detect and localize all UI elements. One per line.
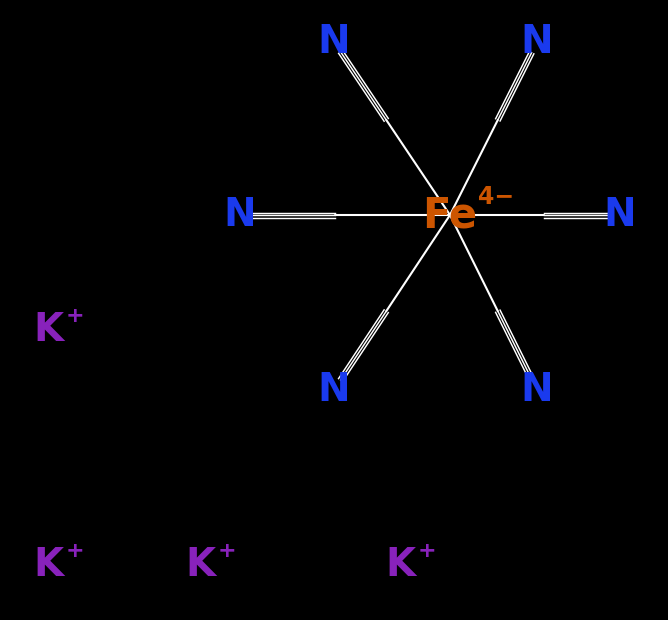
Text: K: K [385,546,415,584]
Text: +: + [66,541,85,561]
Text: +: + [66,306,85,326]
Text: N: N [520,23,553,61]
Text: +: + [218,541,236,561]
Text: Fe: Fe [422,194,478,236]
Text: N: N [604,196,637,234]
Text: N: N [318,371,350,409]
Text: +: + [418,541,437,561]
Text: N: N [318,23,350,61]
Text: N: N [520,371,553,409]
Text: K: K [33,311,63,349]
Text: K: K [185,546,215,584]
Text: N: N [224,196,257,234]
Text: 4−: 4− [478,185,514,209]
Text: K: K [33,546,63,584]
